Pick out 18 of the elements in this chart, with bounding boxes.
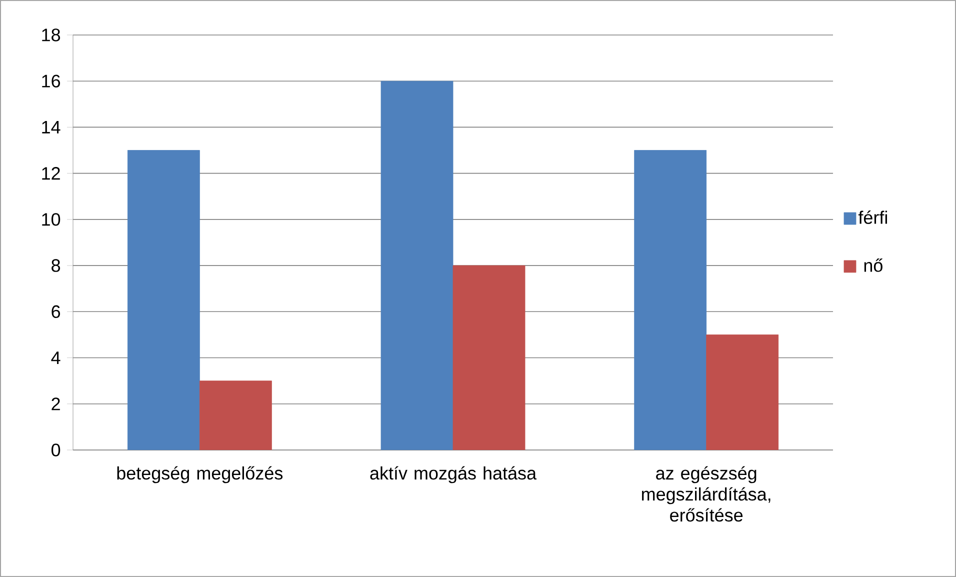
y-tick-label: 2 (52, 398, 60, 410)
bar (452, 265, 526, 450)
x-tick-label: betegség megelőzés (117, 466, 283, 484)
bar (706, 334, 779, 450)
y-tick-label: 6 (52, 305, 60, 318)
y-tick-label: 14 (42, 121, 60, 134)
y-tick-label: 16 (42, 74, 60, 88)
y-tick-label: 12 (42, 167, 60, 180)
y-tick-label: 18 (42, 28, 60, 42)
legend-label: férfi (858, 210, 887, 224)
x-tick-label: aktív mozgás hatása (370, 466, 537, 484)
y-tick-label: 0 (52, 444, 60, 456)
y-tick-label: 4 (51, 352, 60, 364)
legend-label: nő (864, 258, 882, 272)
x-tick-label: az egészség megszilárdítása, erősítése (642, 466, 770, 522)
y-tick-label: 10 (42, 213, 60, 226)
bar (199, 380, 272, 450)
y-tick-label: 8 (52, 259, 60, 272)
